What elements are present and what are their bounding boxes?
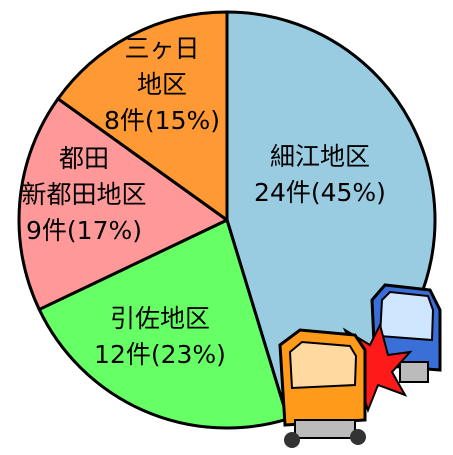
pie-slice: [17, 97, 229, 311]
crash-illustration: [278, 283, 442, 448]
wheel: [284, 432, 300, 448]
pie-slice: [37, 218, 290, 430]
blue-car-window: [378, 290, 435, 342]
slice-label: 引佐地区: [110, 304, 210, 333]
slice-label: 地区: [137, 70, 187, 99]
slice-label: 都田: [59, 144, 109, 173]
value-label: 12件(23%): [94, 340, 226, 369]
blue-car-bumper: [399, 361, 429, 383]
value-label: 8件(15%): [104, 106, 220, 135]
orange-truck-window: [288, 340, 358, 390]
slice-label: 細江地区: [270, 142, 370, 171]
value-label: 9件(17%): [26, 216, 142, 245]
slice-label: 新都田地区: [21, 180, 146, 209]
pie: [17, 10, 437, 430]
orange-truck-bumper: [294, 419, 356, 439]
wheel: [350, 429, 366, 445]
slice-label: 三ヶ日: [124, 34, 199, 63]
value-label: 24件(45%): [254, 178, 386, 207]
pie-slice: [56, 10, 229, 222]
